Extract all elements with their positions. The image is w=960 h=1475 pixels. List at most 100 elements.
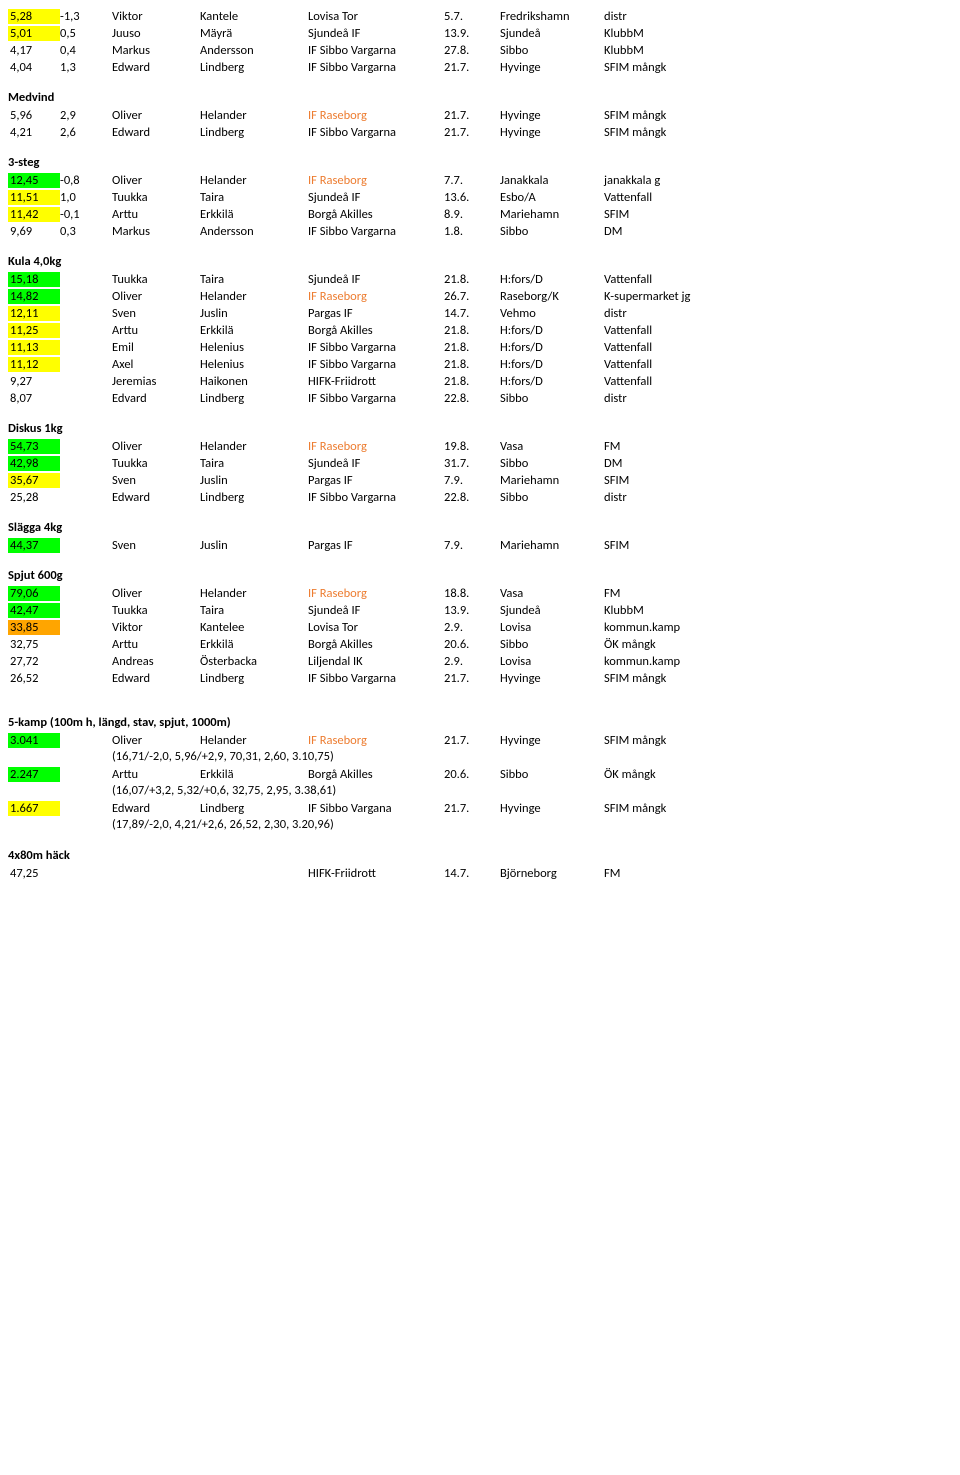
competition-cell: KlubbM — [604, 603, 952, 618]
club-cell: IF Sibbo Vargarna — [308, 671, 444, 686]
firstname-cell: Oliver — [112, 108, 200, 123]
firstname-cell: Viktor — [112, 620, 200, 635]
place-cell: H:fors/D — [500, 272, 604, 287]
place-cell: Hyvinge — [500, 801, 604, 816]
value-cell: 33,85 — [8, 620, 60, 635]
wind-cell: 1,0 — [60, 190, 112, 205]
firstname-cell: Arttu — [112, 323, 200, 338]
detail-row: (17,89/-2,0, 4,21/+2,6, 26,52, 2,30, 3.2… — [8, 817, 952, 834]
club-cell: IF Raseborg — [308, 108, 444, 123]
value-cell: 4,04 — [8, 60, 60, 75]
value-cell: 5,01 — [8, 26, 60, 41]
date-cell: 21.7. — [444, 60, 500, 75]
date-cell: 21.8. — [444, 323, 500, 338]
value-cell: 3.041 — [8, 733, 60, 748]
competition-cell: K-supermarket jg — [604, 289, 952, 304]
date-cell: 21.7. — [444, 125, 500, 140]
place-cell: Hyvinge — [500, 108, 604, 123]
value-cell: 42,47 — [8, 603, 60, 618]
firstname-cell: Markus — [112, 224, 200, 239]
table-row: 3.041OliverHelanderIF Raseborg21.7.Hyvin… — [8, 732, 952, 749]
competition-cell: Vattenfall — [604, 190, 952, 205]
firstname-cell: Andreas — [112, 654, 200, 669]
club-cell: IF Sibbo Vargarna — [308, 391, 444, 406]
table-row: 4,170,4MarkusAnderssonIF Sibbo Vargarna2… — [8, 42, 952, 59]
lastname-cell: Lindberg — [200, 60, 308, 75]
lastname-cell: Helander — [200, 586, 308, 601]
competition-cell: SFIM mångk — [604, 733, 952, 748]
value-cell: 11,51 — [8, 190, 60, 205]
date-cell: 14.7. — [444, 306, 500, 321]
section: Medvind5,962,9OliverHelanderIF Raseborg2… — [8, 90, 952, 141]
lastname-cell: Haikonen — [200, 374, 308, 389]
competition-cell: SFIM — [604, 207, 952, 222]
section: Diskus 1kg54,73OliverHelanderIF Raseborg… — [8, 421, 952, 506]
place-cell: Hyvinge — [500, 733, 604, 748]
lastname-cell: Taira — [200, 272, 308, 287]
table-row: 42,47TuukkaTairaSjundeå IF13.9.SjundeåKl… — [8, 602, 952, 619]
table-row: 54,73OliverHelanderIF Raseborg19.8.VasaF… — [8, 438, 952, 455]
value-cell: 11,25 — [8, 323, 60, 338]
club-cell: Sjundeå IF — [308, 26, 444, 41]
club-cell: IF Sibbo Vargana — [308, 801, 444, 816]
place-cell: Lovisa — [500, 620, 604, 635]
date-cell: 14.7. — [444, 866, 500, 881]
date-cell: 13.9. — [444, 603, 500, 618]
table-row: 8,07EdvardLindbergIF Sibbo Vargarna22.8.… — [8, 390, 952, 407]
club-cell: Pargas IF — [308, 473, 444, 488]
place-cell: Janakkala — [500, 173, 604, 188]
competition-cell: Vattenfall — [604, 357, 952, 372]
value-cell: 9,27 — [8, 374, 60, 389]
table-row: 9,27JeremiasHaikonenHIFK-Friidrott21.8.H… — [8, 373, 952, 390]
section: 5-kamp (100m h, längd, stav, spjut, 1000… — [8, 701, 952, 834]
section-title: 5-kamp (100m h, längd, stav, spjut, 1000… — [8, 715, 952, 730]
competition-cell: FM — [604, 586, 952, 601]
value-cell: 32,75 — [8, 637, 60, 652]
firstname-cell: Viktor — [112, 9, 200, 24]
table-row: 11,511,0TuukkaTairaSjundeå IF13.6.Esbo/A… — [8, 189, 952, 206]
firstname-cell: Oliver — [112, 439, 200, 454]
table-row: 33,85ViktorKanteleeLovisa Tor2.9.Lovisak… — [8, 619, 952, 636]
lastname-cell: Erkkilä — [200, 637, 308, 652]
place-cell: Sibbo — [500, 456, 604, 471]
competition-cell: ÖK mångk — [604, 767, 952, 782]
table-row: 27,72AndreasÖsterbackaLiljendal IK2.9.Lo… — [8, 653, 952, 670]
table-row: 11,42-0,1ArttuErkkiläBorgå Akilles8.9.Ma… — [8, 206, 952, 223]
competition-cell: distr — [604, 306, 952, 321]
table-row: 2.247ArttuErkkiläBorgå Akilles20.6.Sibbo… — [8, 766, 952, 783]
competition-cell: kommun.kamp — [604, 620, 952, 635]
lastname-cell: Taira — [200, 603, 308, 618]
place-cell: H:fors/D — [500, 323, 604, 338]
club-cell: IF Sibbo Vargarna — [308, 490, 444, 505]
club-cell: Borgå Akilles — [308, 323, 444, 338]
firstname-cell: Jeremias — [112, 374, 200, 389]
lastname-cell: Taira — [200, 190, 308, 205]
club-cell: IF Sibbo Vargarna — [308, 60, 444, 75]
wind-cell: 0,5 — [60, 26, 112, 41]
wind-cell: -0,8 — [60, 173, 112, 188]
competition-cell: kommun.kamp — [604, 654, 952, 669]
date-cell: 21.8. — [444, 340, 500, 355]
place-cell: Lovisa — [500, 654, 604, 669]
table-row: 44,37SvenJuslinPargas IF7.9.MariehamnSFI… — [8, 537, 952, 554]
firstname-cell: Oliver — [112, 733, 200, 748]
table-row: 35,67SvenJuslinPargas IF7.9.MariehamnSFI… — [8, 472, 952, 489]
competition-cell: distr — [604, 490, 952, 505]
table-row: 11,13EmilHeleniusIF Sibbo Vargarna21.8.H… — [8, 339, 952, 356]
firstname-cell: Edward — [112, 490, 200, 505]
section: Spjut 600g79,06OliverHelanderIF Raseborg… — [8, 568, 952, 687]
club-cell: HIFK-Friidrott — [308, 374, 444, 389]
club-cell: Liljendal IK — [308, 654, 444, 669]
value-cell: 5,28 — [8, 9, 60, 24]
firstname-cell: Tuukka — [112, 603, 200, 618]
competition-cell: DM — [604, 224, 952, 239]
club-cell: IF Raseborg — [308, 173, 444, 188]
lastname-cell: Helander — [200, 173, 308, 188]
date-cell: 20.6. — [444, 767, 500, 782]
firstname-cell: Tuukka — [112, 190, 200, 205]
place-cell: Mariehamn — [500, 538, 604, 553]
lastname-cell: Helander — [200, 439, 308, 454]
date-cell: 13.6. — [444, 190, 500, 205]
table-row: 14,82OliverHelanderIF Raseborg26.7.Raseb… — [8, 288, 952, 305]
section-title: Spjut 600g — [8, 568, 952, 583]
